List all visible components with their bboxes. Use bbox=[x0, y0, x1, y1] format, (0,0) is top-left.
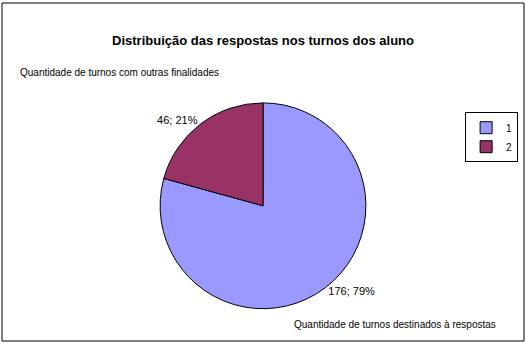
svg-text:Distribuição das respostas nos: Distribuição das respostas nos turnos do… bbox=[112, 33, 414, 48]
svg-text:Quantidade de turnos com outra: Quantidade de turnos com outras finalida… bbox=[20, 67, 219, 78]
svg-text:Quantidade de turnos destinado: Quantidade de turnos destinados à respos… bbox=[294, 319, 496, 330]
svg-text:1: 1 bbox=[506, 123, 512, 134]
svg-text:176; 79%: 176; 79% bbox=[328, 285, 375, 297]
svg-text:46; 21%: 46; 21% bbox=[157, 114, 198, 126]
svg-text:2: 2 bbox=[506, 142, 512, 153]
